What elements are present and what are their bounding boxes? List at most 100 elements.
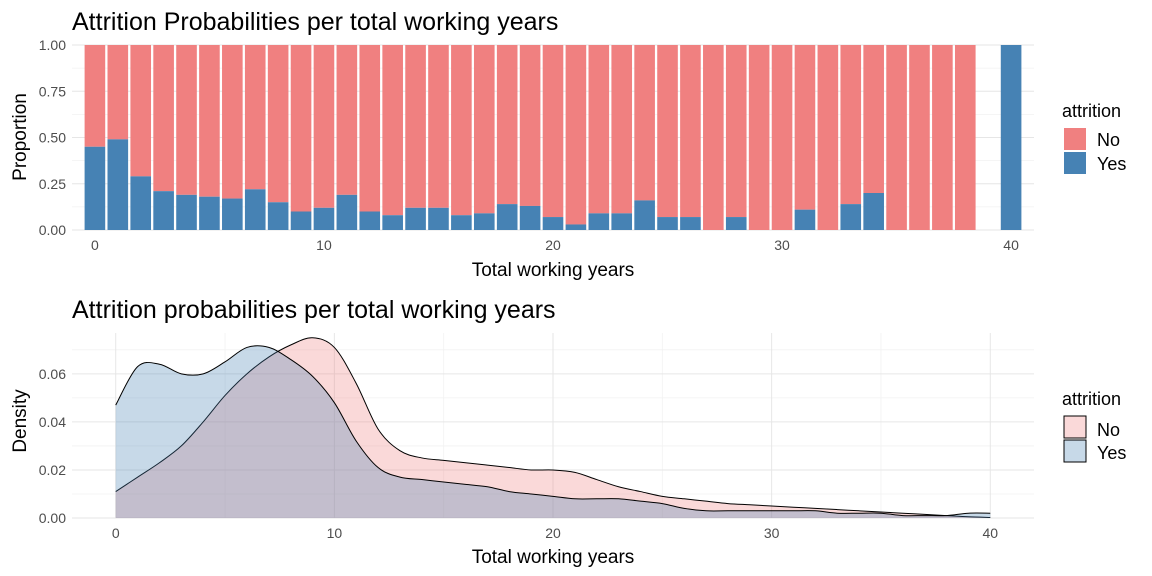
bar-no bbox=[725, 45, 747, 218]
bar-yes bbox=[657, 217, 678, 230]
bar-yes bbox=[359, 211, 381, 230]
bar-no bbox=[932, 45, 953, 230]
bar-yes bbox=[496, 204, 518, 230]
bar-no bbox=[359, 45, 381, 212]
bar-no bbox=[748, 45, 770, 230]
bar-no bbox=[954, 45, 976, 230]
bar-yes bbox=[336, 194, 358, 230]
bar-no bbox=[244, 45, 266, 190]
y-tick-label: 1.00 bbox=[39, 37, 66, 53]
chart1-legend-label-no: No bbox=[1097, 130, 1120, 150]
bar-no bbox=[588, 45, 610, 214]
x-tick-label: 30 bbox=[774, 237, 790, 253]
bar-yes bbox=[405, 207, 426, 230]
y-tick-label: 0.06 bbox=[39, 366, 66, 382]
chart2-grid bbox=[72, 333, 1034, 519]
chart2-legend-label-yes: Yes bbox=[1097, 443, 1126, 463]
bar-no bbox=[313, 45, 335, 208]
bar-yes bbox=[153, 191, 174, 230]
bar-no bbox=[794, 45, 816, 210]
x-tick-label: 30 bbox=[764, 525, 780, 541]
chart2-y-axis-title: Density bbox=[10, 389, 31, 453]
chart1-legend-label-yes: Yes bbox=[1097, 154, 1126, 174]
bar-no bbox=[405, 45, 426, 208]
y-tick-label: 0.04 bbox=[39, 414, 66, 430]
density-area-yes bbox=[115, 345, 991, 518]
bar-no bbox=[611, 45, 633, 214]
bar-yes bbox=[1000, 45, 1022, 230]
bar-no bbox=[176, 45, 197, 195]
bar-no bbox=[199, 45, 220, 197]
bar-no bbox=[771, 45, 793, 230]
chart2-legend-key-no bbox=[1063, 415, 1087, 439]
chart1-legend-key-no bbox=[1064, 128, 1086, 150]
chart2-legend-label-no: No bbox=[1097, 420, 1120, 440]
bar-yes bbox=[199, 196, 220, 230]
bar-yes bbox=[725, 217, 747, 230]
bar-yes bbox=[313, 207, 335, 230]
bar-yes bbox=[863, 193, 884, 230]
bar-no bbox=[473, 45, 495, 214]
bar-yes bbox=[565, 224, 587, 230]
bar-yes bbox=[634, 200, 655, 230]
chart1-x-axis-title: Total working years bbox=[472, 260, 635, 281]
chart1-title: Attrition Probabilities per total workin… bbox=[72, 8, 558, 36]
chart2-x-axis-title: Total working years bbox=[472, 547, 635, 568]
bar-no bbox=[382, 45, 403, 216]
bar-no bbox=[84, 45, 106, 147]
chart1-ticks: 0.00 0.25 0.50 0.75 1.00 0 10 20 30 40 bbox=[39, 37, 1019, 253]
bar-no bbox=[107, 45, 129, 140]
bar-no bbox=[703, 45, 724, 230]
bar-yes bbox=[473, 213, 495, 230]
proportion-bar-chart: Attrition Probabilities per total workin… bbox=[10, 8, 1126, 281]
bar-no bbox=[519, 45, 541, 206]
y-tick-label: 0.50 bbox=[39, 130, 66, 146]
x-tick-label: 10 bbox=[316, 237, 332, 253]
bar-no bbox=[451, 45, 472, 216]
bar-no bbox=[336, 45, 358, 195]
chart1-bars bbox=[84, 45, 1022, 230]
x-tick-label: 10 bbox=[327, 525, 343, 541]
x-tick-label: 0 bbox=[91, 237, 99, 253]
bar-no bbox=[886, 45, 907, 230]
bar-yes bbox=[107, 139, 129, 230]
y-tick-label: 0.00 bbox=[39, 222, 66, 238]
bar-yes bbox=[84, 146, 106, 230]
bar-no bbox=[428, 45, 449, 208]
bar-yes bbox=[382, 215, 403, 230]
chart2-legend: attrition No Yes bbox=[1062, 389, 1126, 463]
chart2-areas bbox=[115, 337, 991, 519]
y-tick-label: 0.75 bbox=[39, 83, 66, 99]
bar-yes bbox=[428, 207, 449, 230]
bar-no bbox=[840, 45, 862, 205]
bar-yes bbox=[519, 205, 541, 230]
density-chart: Attrition probabilities per total workin… bbox=[10, 296, 1126, 568]
bar-no bbox=[290, 45, 312, 212]
chart2-legend-title: attrition bbox=[1062, 389, 1121, 409]
bar-no bbox=[909, 45, 930, 230]
bar-no bbox=[565, 45, 587, 225]
chart2-ticks: 0.00 0.02 0.04 0.06 0 10 20 30 40 bbox=[39, 366, 999, 541]
bar-no bbox=[657, 45, 678, 218]
density-line-no bbox=[115, 337, 991, 519]
bar-yes bbox=[290, 211, 312, 230]
x-tick-label: 40 bbox=[982, 525, 998, 541]
bar-no bbox=[496, 45, 518, 205]
bar-no bbox=[222, 45, 243, 199]
bar-no bbox=[680, 45, 701, 218]
bar-yes bbox=[840, 204, 862, 230]
bar-yes bbox=[588, 213, 610, 230]
chart1-y-axis-title: Proportion bbox=[10, 93, 31, 181]
x-tick-label: 0 bbox=[112, 525, 120, 541]
bar-yes bbox=[130, 176, 152, 230]
x-tick-label: 20 bbox=[545, 237, 561, 253]
y-tick-label: 0.00 bbox=[39, 510, 66, 526]
bar-yes bbox=[451, 215, 472, 230]
bar-yes bbox=[222, 198, 243, 230]
x-tick-label: 20 bbox=[545, 525, 561, 541]
y-tick-label: 0.25 bbox=[39, 176, 66, 192]
bar-no bbox=[130, 45, 152, 177]
bar-yes bbox=[611, 213, 633, 230]
chart1-legend-title: attrition bbox=[1062, 101, 1121, 121]
